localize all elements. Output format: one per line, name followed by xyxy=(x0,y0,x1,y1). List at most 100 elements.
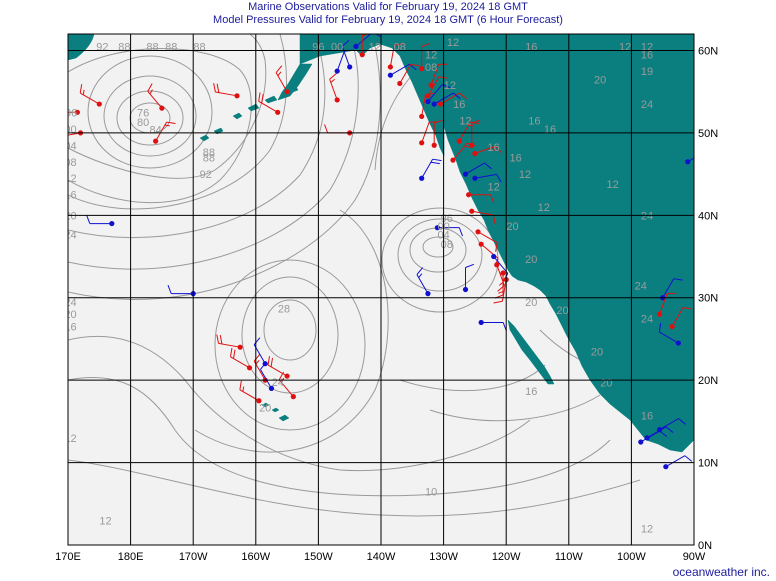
buoy-observation xyxy=(656,418,686,433)
wind-barb xyxy=(432,158,442,162)
isobar-label: 20 xyxy=(525,297,537,309)
station-dot xyxy=(428,82,434,88)
isobar-label: 12 xyxy=(606,179,618,191)
station-dot xyxy=(469,142,475,148)
isobar-label: 20 xyxy=(525,254,537,266)
isobar-label: 88 xyxy=(118,41,130,53)
station-dot xyxy=(347,64,353,70)
buoy-observation xyxy=(658,323,681,346)
isobar-label: 12 xyxy=(447,37,459,49)
isobar-label: 08 xyxy=(425,62,437,74)
wind-barb xyxy=(219,335,223,345)
wind-barb xyxy=(79,84,83,94)
buoy-observation xyxy=(663,455,693,470)
isobar-label: 12 xyxy=(64,173,76,185)
isobar-label: 24 xyxy=(272,377,284,389)
station-dot xyxy=(74,109,80,115)
wind-half-barb xyxy=(149,89,153,95)
latitude-tick-label: 10N xyxy=(698,458,718,470)
wind-staff xyxy=(389,45,395,68)
buoy-observation xyxy=(462,263,475,293)
wind-half-barb xyxy=(242,386,245,392)
ship-observation xyxy=(216,334,243,350)
wind-staff xyxy=(465,162,485,175)
ship-observation xyxy=(656,292,677,317)
ship-observation xyxy=(431,119,443,148)
wind-staff xyxy=(474,173,497,179)
wind-barb xyxy=(673,278,683,281)
wind-staff xyxy=(155,121,168,142)
ship-observation xyxy=(213,83,240,99)
isobar-label: 12 xyxy=(519,169,531,181)
station-dot xyxy=(469,208,475,214)
isobar-label: 96 xyxy=(65,107,77,119)
wind-barb xyxy=(493,300,503,304)
wind-staff xyxy=(267,364,288,377)
longitude-tick-label: 170E xyxy=(55,551,81,563)
isobar-label: 84 xyxy=(150,125,162,137)
latitude-tick-label: 30N xyxy=(698,293,718,305)
station-dot xyxy=(419,66,425,72)
isobar-label: 16 xyxy=(64,322,76,334)
isobar-label: 16 xyxy=(525,41,537,53)
isobar-label: 16 xyxy=(544,124,556,136)
station-dot xyxy=(431,142,437,148)
buoy-observation xyxy=(419,158,442,181)
station-dot xyxy=(359,52,365,58)
station-dot xyxy=(109,220,115,227)
longitude-tick-label: 110W xyxy=(555,551,584,563)
wind-barb xyxy=(394,43,404,46)
isobar-label: 20 xyxy=(556,305,568,317)
isobar-label: 16 xyxy=(641,411,653,423)
isobar-label: 12 xyxy=(459,116,471,128)
buoy-observation xyxy=(644,426,674,441)
station-dot xyxy=(153,138,159,144)
wind-barb xyxy=(166,121,176,125)
latitude-tick-label: 40N xyxy=(698,210,718,222)
wind-staff xyxy=(458,121,471,142)
buoy-observation xyxy=(472,173,502,183)
wind-half-barb xyxy=(499,281,504,286)
chart-title-line-1: Marine Observations Valid for February 1… xyxy=(248,1,528,13)
wind-barb xyxy=(362,29,370,32)
isobar-label: 04 xyxy=(64,140,76,152)
isobar-label: 76 xyxy=(137,107,149,119)
station-dot xyxy=(500,270,506,276)
station-dot xyxy=(419,140,425,146)
longitude-tick-label: 150W xyxy=(304,551,333,563)
station-dot xyxy=(353,43,359,49)
station-dot xyxy=(462,286,469,293)
station-dot xyxy=(644,435,650,441)
station-dot xyxy=(491,253,497,260)
isobar-label: 88 xyxy=(193,41,205,53)
isobar-label: 00 xyxy=(331,41,343,53)
wind-barb xyxy=(167,285,172,294)
isobar-label: 88 xyxy=(165,41,177,53)
station-dot xyxy=(472,175,478,181)
station-dot xyxy=(431,101,437,107)
wind-staff xyxy=(336,50,346,72)
isobar-label: 92 xyxy=(96,41,108,53)
wind-half-barb xyxy=(464,145,470,149)
ship-observation xyxy=(466,192,495,204)
wind-staff xyxy=(260,369,272,389)
wind-barb xyxy=(216,334,219,344)
station-dot xyxy=(478,241,484,247)
wind-barb xyxy=(341,40,350,47)
credit-text: oceanweather inc. xyxy=(672,565,770,579)
wind-barb xyxy=(470,121,480,125)
wind-half-barb xyxy=(491,146,496,152)
wind-staff xyxy=(278,379,294,397)
latitude-tick-label: 60N xyxy=(698,45,718,57)
isobar-label: 00 xyxy=(64,124,76,136)
wind-barb xyxy=(665,426,674,433)
isobar-label: 88 xyxy=(146,41,158,53)
wind-barb xyxy=(495,145,502,154)
buoy-observation xyxy=(478,319,507,332)
wind-staff xyxy=(421,158,434,179)
ship-observation xyxy=(397,63,420,87)
wind-barb xyxy=(329,73,337,80)
wind-staff xyxy=(215,91,238,97)
ship-observation xyxy=(669,307,693,330)
latitude-tick-label: 50N xyxy=(698,128,718,140)
